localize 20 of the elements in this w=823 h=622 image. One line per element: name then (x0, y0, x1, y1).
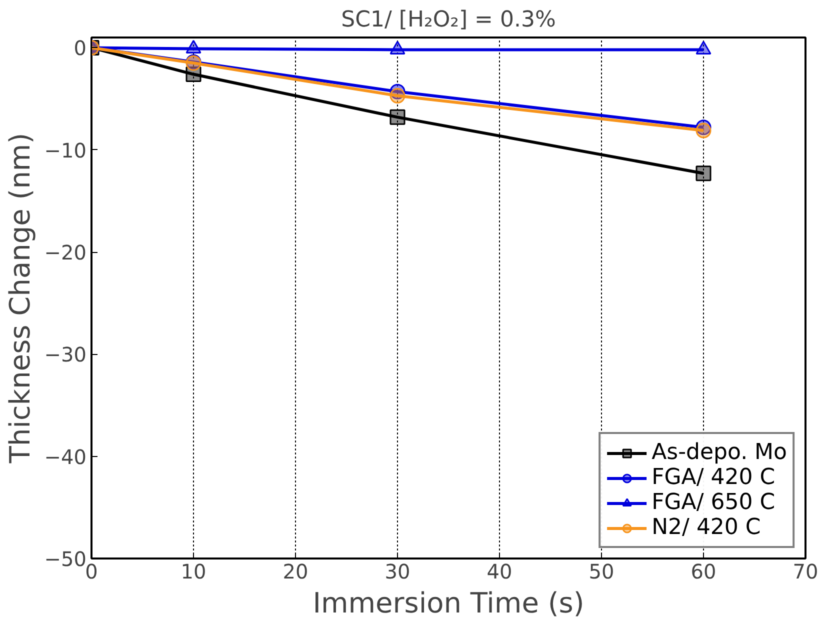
chart-title: SC1/ [H₂O₂] = 0.3% (341, 8, 556, 32)
y-tick-label: −50 (44, 547, 87, 571)
x-tick-label: 60 (690, 560, 716, 584)
x-axis-title: Immersion Time (s) (312, 586, 584, 620)
y-tick-label: 0 (74, 36, 87, 60)
legend-label: FGA/ 420 C (652, 465, 776, 490)
y-tick-label: −30 (44, 342, 87, 367)
x-tick-label: 10 (180, 560, 206, 584)
y-tick-label: −20 (44, 240, 87, 265)
y-axis-title: Thickness Change (nm) (3, 132, 36, 464)
legend-label: N2/ 420 C (652, 515, 761, 540)
x-tick-label: 70 (792, 560, 818, 584)
x-tick-label: 40 (486, 560, 512, 584)
y-tick-label: −10 (44, 138, 87, 162)
x-tick-label: 30 (384, 560, 410, 584)
legend-label: FGA/ 650 C (652, 490, 776, 515)
x-tick-label: 50 (588, 560, 614, 584)
y-tick-label: −40 (44, 444, 87, 469)
x-tick-label: 20 (282, 560, 308, 584)
legend-label: As-depo. Mo (652, 440, 787, 465)
